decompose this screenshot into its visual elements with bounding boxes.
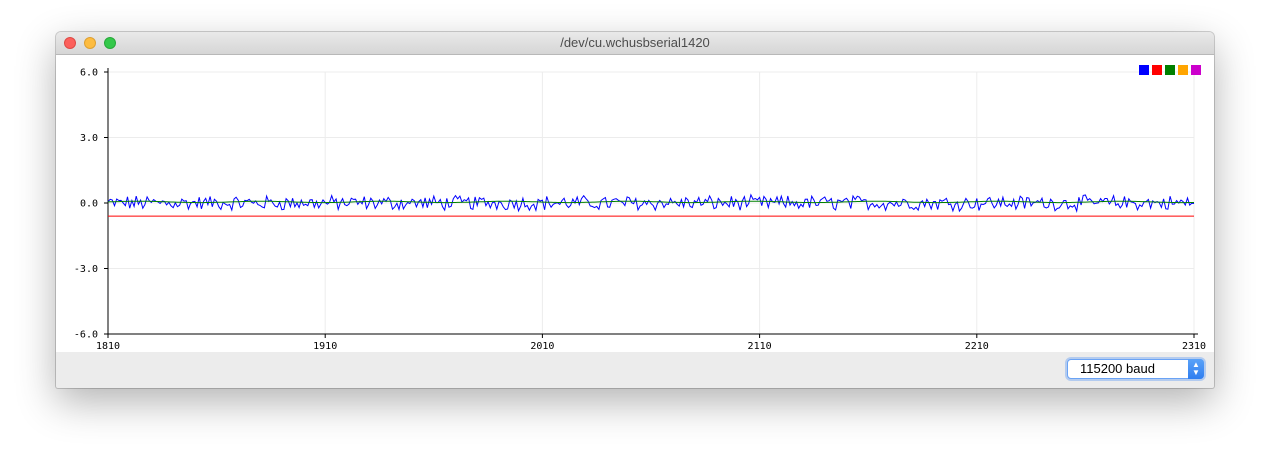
legend-swatch (1139, 65, 1149, 75)
minimize-window-button[interactable] (84, 37, 96, 49)
x-tick-label: 2110 (748, 341, 772, 352)
window-title: /dev/cu.wchusbserial1420 (560, 35, 710, 50)
x-tick-label: 2010 (530, 341, 554, 352)
legend-swatch (1165, 65, 1175, 75)
serial-plotter-window: /dev/cu.wchusbserial1420 6.0 3.0 0.0 -3.0 -6… (56, 32, 1214, 388)
x-tick-label: 1810 (96, 341, 120, 352)
x-tick-label: 2210 (965, 341, 989, 352)
x-tick-label: 2310 (1182, 341, 1206, 352)
up-down-chevron-icon[interactable]: ▲ ▼ (1188, 359, 1204, 379)
title-bar[interactable]: /dev/cu.wchusbserial1420 (56, 32, 1214, 55)
series-line (107, 200, 1194, 204)
y-tick-label: 0.0 (80, 199, 98, 210)
plot-area: 6.0 3.0 0.0 -3.0 -6.0 1810 1910 2010 2110 2210 231… (56, 55, 1214, 352)
legend-swatch (1178, 65, 1188, 75)
close-window-button[interactable] (64, 37, 76, 49)
legend-swatch (1152, 65, 1162, 75)
y-tick-label: -3.0 (74, 264, 98, 275)
x-tick-label: 1910 (313, 341, 337, 352)
y-tick-label: -6.0 (74, 330, 98, 341)
legend-swatch (1191, 65, 1201, 75)
baud-rate-value: 115200 baud (1080, 361, 1155, 376)
y-tick-label: 6.0 (80, 68, 98, 79)
zoom-window-button[interactable] (104, 37, 116, 49)
y-tick-label: 3.0 (80, 133, 98, 144)
baud-rate-select[interactable]: 115200 baud ▲ ▼ (1067, 359, 1204, 379)
